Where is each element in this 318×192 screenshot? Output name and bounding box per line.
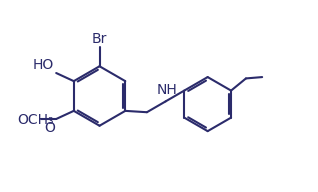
Text: OCH₃: OCH₃ [17,113,54,127]
Text: NH: NH [156,83,177,97]
Text: O: O [44,121,55,135]
Text: Br: Br [92,32,107,46]
Text: HO: HO [33,58,54,72]
